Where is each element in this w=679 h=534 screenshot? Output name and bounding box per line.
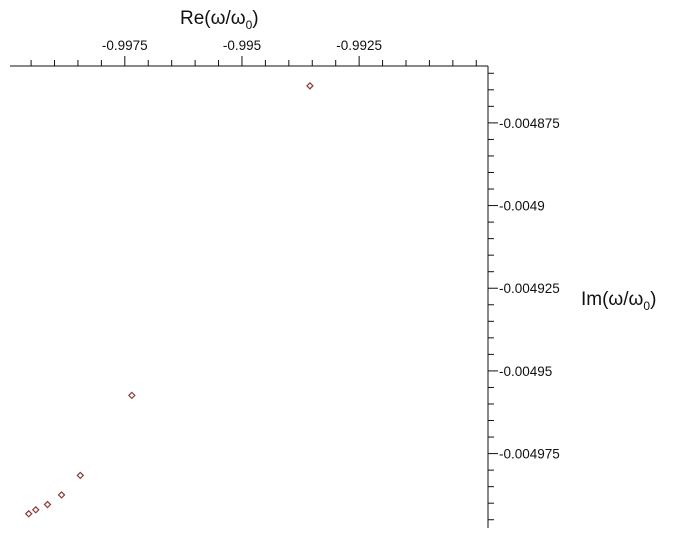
- y-tick-label: -0.00495: [499, 364, 552, 379]
- data-point: [306, 81, 314, 90]
- data-point: [43, 500, 52, 509]
- data-point: [57, 491, 66, 499]
- y-tick-label: -0.004925: [499, 281, 560, 296]
- data-point: [127, 391, 136, 400]
- x-tick-label: -0.995: [223, 38, 261, 53]
- x-axis: -0.9975 -0.995 -0.9925: [10, 38, 488, 67]
- x-axis-title-subscript: 0: [246, 18, 253, 32]
- y-axis-title: Im(ω/ω0): [581, 289, 656, 313]
- svg-text:Im(ω/ω0): Im(ω/ω0): [581, 289, 656, 313]
- y-axis-title-subscript: 0: [643, 299, 650, 313]
- svg-text:Re(ω/ω0): Re(ω/ω0): [180, 8, 259, 32]
- y-tick-label: -0.0049: [499, 199, 545, 214]
- y-axis-title-main: Im(ω/ω: [581, 289, 644, 310]
- x-axis-title: Re(ω/ω0): [180, 8, 259, 32]
- data-point: [31, 505, 40, 514]
- y-tick-label: -0.004875: [499, 116, 560, 131]
- y-tick-label: -0.004975: [499, 447, 560, 462]
- data-point: [24, 509, 33, 518]
- data-points: [24, 81, 314, 518]
- y-axis-title-close: ): [650, 289, 656, 310]
- x-tick-label: -0.9925: [336, 38, 382, 53]
- x-axis-title-close: ): [252, 8, 258, 29]
- data-point: [76, 471, 85, 480]
- x-tick-label: -0.9975: [102, 38, 148, 53]
- x-axis-title-main: Re(ω/ω: [180, 8, 246, 29]
- y-axis: -0.004875 -0.0049 -0.004925 -0.00495 -0.0049…: [487, 66, 560, 528]
